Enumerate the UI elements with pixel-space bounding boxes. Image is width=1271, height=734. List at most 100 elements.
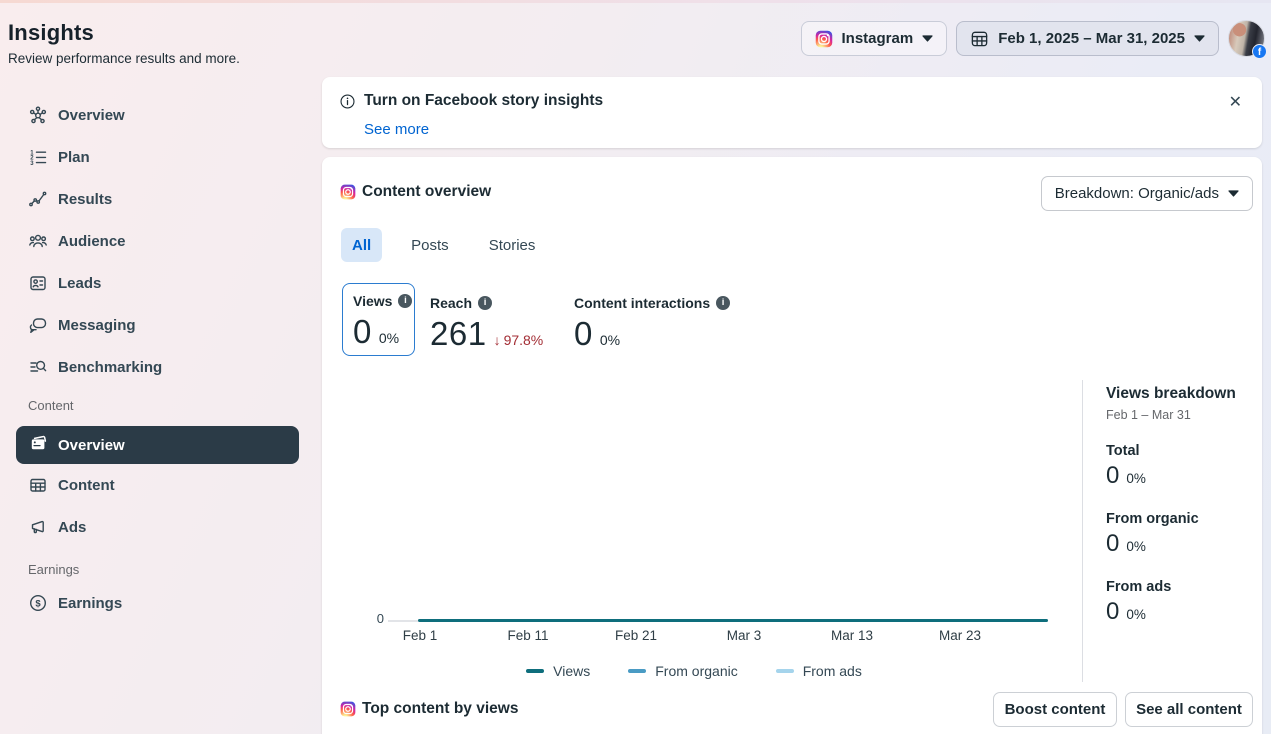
instagram-icon <box>815 30 833 48</box>
breakdown-row-organic: From organic 0 0% <box>1106 511 1199 557</box>
views-breakdown-panel: Views breakdown Feb 1 – Mar 31 Total 0 0%… <box>1106 385 1266 626</box>
breakdown-selector[interactable]: Breakdown: Organic/ads <box>1040 176 1253 211</box>
sidebar-item-label: Results <box>58 190 113 208</box>
sidebar-item-results[interactable]: Results <box>0 178 322 220</box>
instagram-icon <box>340 184 356 200</box>
vertical-divider <box>1082 380 1083 682</box>
metric-label: Views <box>353 293 393 309</box>
views-breakdown-title: Views breakdown <box>1106 385 1236 402</box>
metric-views[interactable]: Views i 0 0% <box>342 283 415 356</box>
sidebar-item-benchmarking[interactable]: Benchmarking <box>0 346 322 388</box>
top-content-title: Top content by views <box>362 700 519 717</box>
breakdown-value: 0 <box>1106 530 1120 557</box>
audience-icon <box>28 231 48 251</box>
story-insights-banner: Turn on Facebook story insights See more… <box>322 77 1262 148</box>
see-more-link[interactable]: See more <box>364 121 430 138</box>
breakdown-row-total: Total 0 0% <box>1106 443 1146 489</box>
sidebar-item-label: Ads <box>58 518 87 536</box>
svg-text:3: 3 <box>30 161 34 167</box>
breakdown-change: 0% <box>1126 539 1146 554</box>
page-header: Insights Review performance results and … <box>0 20 322 94</box>
page-subtitle: Review performance results and more. <box>8 51 240 66</box>
benchmarking-icon <box>28 357 48 377</box>
results-icon <box>28 189 48 209</box>
section-title: Content overview <box>362 183 492 200</box>
metric-change: 0% <box>599 332 621 348</box>
sidebar-item-label: Earnings <box>58 594 123 612</box>
metric-content-interactions[interactable]: Content interactions i 0 0% <box>574 285 731 353</box>
sidebar-item-label: Overview <box>58 106 125 124</box>
metric-change: 97.8% <box>503 332 544 348</box>
see-all-content-button[interactable]: See all content <box>1125 692 1253 727</box>
chart-legend: Views From organic From ads <box>340 663 1048 679</box>
instagram-icon <box>340 701 356 717</box>
chevron-down-icon <box>922 35 933 42</box>
content-tabs: All Posts Stories <box>341 228 546 262</box>
x-axis-tick: Feb 21 <box>614 628 658 643</box>
tab-posts[interactable]: Posts <box>411 236 449 254</box>
breakdown-selector-label: Breakdown: Organic/ads <box>1054 185 1219 202</box>
sidebar-item-leads[interactable]: Leads <box>0 262 322 304</box>
breakdown-change: 0% <box>1126 607 1146 622</box>
sidebar: Insights Review performance results and … <box>0 0 322 734</box>
ads-swatch-icon <box>775 668 794 674</box>
sidebar-item-ads[interactable]: Ads <box>0 506 322 548</box>
calendar-icon <box>970 29 989 48</box>
views-breakdown-date: Feb 1 – Mar 31 <box>1106 408 1191 422</box>
sidebar-item-label: Messaging <box>58 316 136 334</box>
content-overview-icon <box>28 433 48 457</box>
ads-icon <box>28 517 48 537</box>
sidebar-item-label: Plan <box>58 148 90 166</box>
x-axis-tick: Feb 11 <box>507 628 549 643</box>
date-range-label: Feb 1, 2025 – Mar 31, 2025 <box>998 30 1185 47</box>
sidebar-item-label: Content <box>58 476 115 494</box>
close-icon[interactable]: ✕ <box>1228 94 1242 111</box>
down-arrow-icon: ↓ <box>493 332 501 348</box>
metric-change: 0% <box>378 330 400 346</box>
svg-text:1: 1 <box>30 150 34 156</box>
info-icon: i <box>398 294 413 308</box>
sidebar-item-label: Benchmarking <box>58 358 163 376</box>
sidebar-item-label: Audience <box>58 232 126 250</box>
sidebar-item-earnings[interactable]: $ Earnings <box>0 582 322 624</box>
boost-content-button[interactable]: Boost content <box>993 692 1117 727</box>
sidebar-item-audience[interactable]: Audience <box>0 220 322 262</box>
legend-item-from-organic: From organic <box>628 663 738 679</box>
sidebar-item-content-overview[interactable]: Overview <box>16 426 299 464</box>
metric-label: Reach <box>430 295 473 311</box>
metric-value: 0 <box>353 313 372 350</box>
x-axis-tick: Feb 1 <box>402 628 438 643</box>
tab-stories[interactable]: Stories <box>488 236 536 254</box>
sidebar-item-overview[interactable]: Overview <box>0 94 322 136</box>
breakdown-value: 0 <box>1106 598 1120 625</box>
tab-all[interactable]: All <box>341 228 383 262</box>
page-title: Insights <box>8 20 94 45</box>
avatar[interactable]: f <box>1228 20 1267 59</box>
svg-text:$: $ <box>35 598 41 609</box>
leads-icon <box>28 273 48 293</box>
topbar: Instagram Feb 1, 2025 – Mar 31, 2025 f <box>322 0 1271 77</box>
views-chart: 0 Feb 1 Feb 11 Feb 21 Mar 3 Mar 13 Mar 2… <box>340 375 1048 685</box>
overview-icon <box>28 105 48 125</box>
breakdown-value: 0 <box>1106 462 1120 489</box>
chevron-down-icon <box>1228 190 1239 197</box>
metric-value: 261 <box>430 315 487 352</box>
metric-reach[interactable]: Reach i 261 ↓ 97.8% <box>430 285 543 353</box>
content-overview-card: Content overview Breakdown: Organic/ads … <box>322 157 1262 734</box>
organic-swatch-icon <box>628 668 647 674</box>
x-axis-tick: Mar 23 <box>938 628 982 643</box>
info-icon: i <box>716 296 731 310</box>
account-selector[interactable]: Instagram <box>800 21 948 56</box>
sidebar-item-content[interactable]: Content <box>0 464 322 506</box>
date-range-selector[interactable]: Feb 1, 2025 – Mar 31, 2025 <box>956 21 1219 56</box>
sidebar-section-earnings: Earnings <box>28 562 80 577</box>
breakdown-row-ads: From ads 0 0% <box>1106 579 1172 625</box>
sidebar-item-messaging[interactable]: Messaging <box>0 304 322 346</box>
metric-value: 0 <box>574 315 593 352</box>
breakdown-change: 0% <box>1126 471 1146 486</box>
info-icon: i <box>478 296 493 310</box>
views-swatch-icon <box>526 668 545 674</box>
banner-title: Turn on Facebook story insights <box>364 92 604 109</box>
chevron-down-icon <box>1194 35 1205 42</box>
